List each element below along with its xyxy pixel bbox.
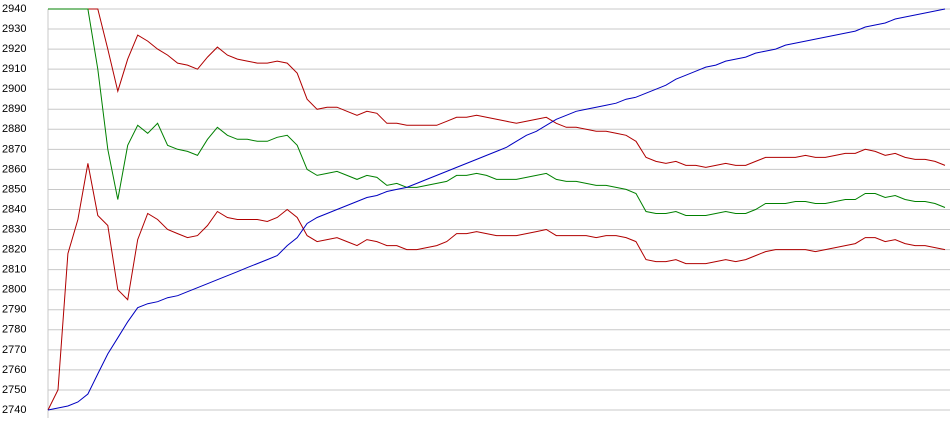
- y-tick-label: 2880: [2, 123, 26, 135]
- y-tick-label: 2940: [2, 3, 26, 15]
- y-tick-label: 2930: [2, 23, 26, 35]
- y-tick-label: 2860: [2, 163, 26, 175]
- y-tick-label: 2890: [2, 103, 26, 115]
- y-tick-label: 2850: [2, 183, 26, 195]
- y-tick-label: 2920: [2, 43, 26, 55]
- series-line: [47, 163, 946, 411]
- y-tick-label: 2750: [2, 384, 26, 396]
- y-tick-label: 2790: [2, 304, 26, 316]
- y-tick-label: 2800: [2, 284, 26, 296]
- y-tick-label: 2760: [2, 364, 26, 376]
- y-tick-label: 2830: [2, 223, 26, 235]
- series-line: [47, 8, 946, 411]
- y-tick-label: 2840: [2, 203, 26, 215]
- y-tick-label: 2870: [2, 143, 26, 155]
- y-tick-label: 2780: [2, 324, 26, 336]
- y-tick-label: 2770: [2, 344, 26, 356]
- series-line: [48, 8, 946, 168]
- series-line: [48, 8, 946, 216]
- y-tick-label: 2810: [2, 264, 26, 276]
- y-tick-label: 2900: [2, 83, 26, 95]
- y-tick-label: 2740: [2, 404, 26, 416]
- y-tick-label: 2820: [2, 244, 26, 256]
- y-tick-label: 2910: [2, 63, 26, 75]
